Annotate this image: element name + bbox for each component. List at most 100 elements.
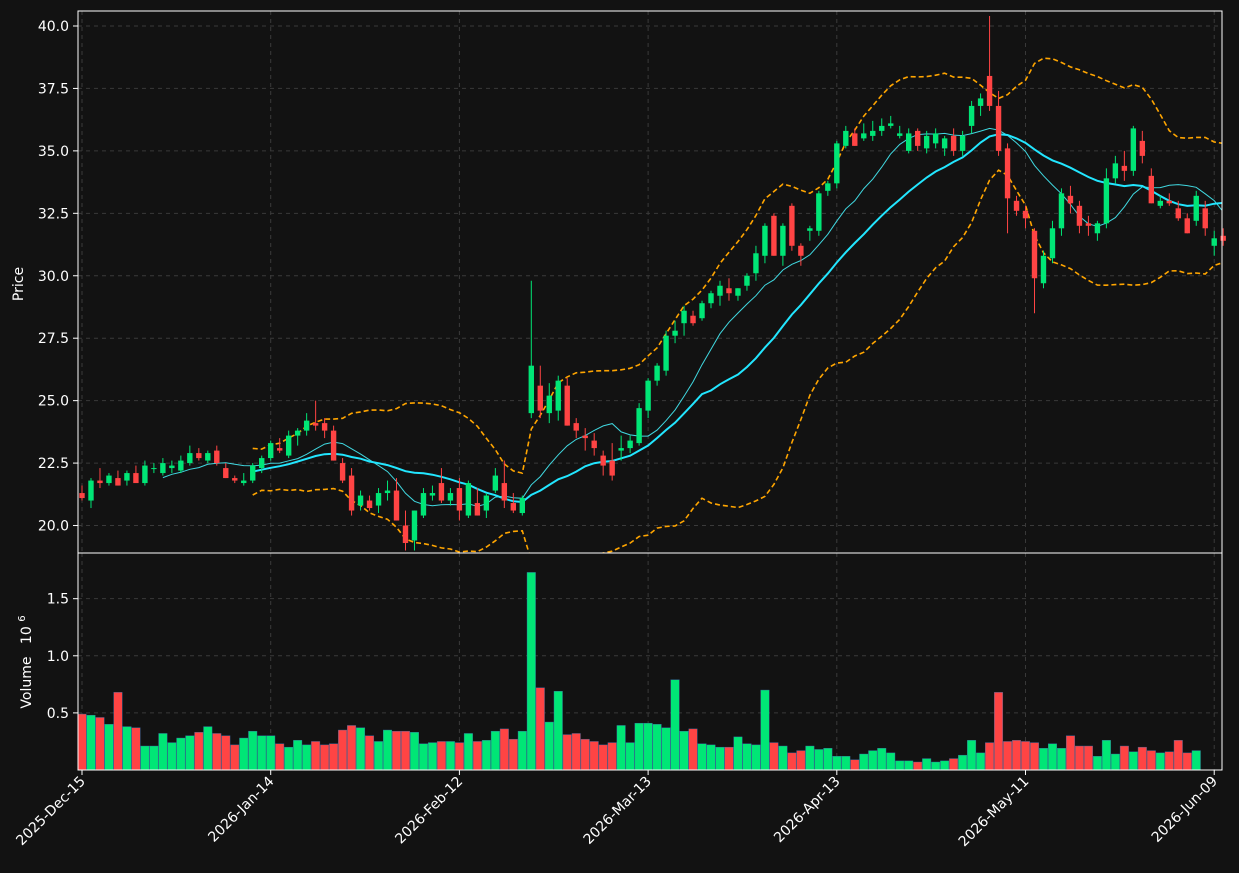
candle xyxy=(205,450,211,464)
volume-bar xyxy=(1030,742,1039,771)
volume-bar xyxy=(158,733,168,771)
candle xyxy=(276,438,283,454)
candle xyxy=(717,280,723,306)
price-tick-label: 27.5 xyxy=(38,331,69,347)
bollinger-upper-line xyxy=(252,57,1222,475)
candle-body xyxy=(1013,200,1020,211)
candle xyxy=(1022,205,1029,229)
candle-body xyxy=(178,460,184,471)
volume-bar xyxy=(1101,740,1111,771)
volume-y-ticks: 0.5 1.0 1.5 xyxy=(47,592,78,722)
candle xyxy=(294,428,301,446)
candle-body xyxy=(645,380,651,411)
candle xyxy=(1184,213,1190,234)
volume-bar xyxy=(787,752,797,771)
candle xyxy=(402,510,409,551)
candle-body xyxy=(1202,208,1208,229)
candle-body xyxy=(708,293,714,304)
volume-bar xyxy=(607,742,617,771)
volume-bar xyxy=(796,750,806,771)
volume-tick-label: 0.5 xyxy=(47,706,69,722)
candle xyxy=(726,278,732,301)
candle xyxy=(897,125,903,139)
volume-bar xyxy=(293,740,303,771)
volume-bar xyxy=(931,761,941,771)
volume-bar xyxy=(598,744,608,771)
candle xyxy=(250,463,256,484)
volume-bar xyxy=(481,740,491,771)
candle-body xyxy=(1085,223,1092,226)
candle xyxy=(429,485,436,501)
candle xyxy=(1031,228,1038,314)
candle-body xyxy=(115,478,121,486)
candle xyxy=(807,225,813,241)
volume-panel-frame xyxy=(77,552,1223,771)
candle-body xyxy=(187,453,193,464)
volume-bar xyxy=(841,756,851,771)
volume-bar xyxy=(580,738,590,771)
candle-body xyxy=(447,493,454,501)
price-tick-label: 22.5 xyxy=(38,456,69,472)
volume-bar xyxy=(1021,741,1030,771)
candle-body xyxy=(923,135,930,149)
candle xyxy=(888,115,894,129)
candle xyxy=(259,455,265,474)
candle xyxy=(923,130,930,154)
candle xyxy=(528,280,534,419)
candle-body xyxy=(438,483,445,501)
volume-bar xyxy=(1074,745,1084,771)
volume-bar xyxy=(733,736,743,771)
candle-body xyxy=(456,488,463,511)
volume-bar xyxy=(401,730,410,771)
volume-bar xyxy=(850,759,860,771)
volume-bar xyxy=(661,727,671,771)
candle xyxy=(106,473,112,486)
candle-body xyxy=(950,135,957,151)
candle xyxy=(1148,168,1155,204)
candle-body xyxy=(672,330,678,336)
candle xyxy=(1049,220,1056,264)
candle xyxy=(232,475,238,484)
candle-body xyxy=(241,480,247,484)
candle-body xyxy=(609,460,615,476)
volume-bar xyxy=(248,730,258,771)
candle-body xyxy=(276,448,283,451)
candle-body xyxy=(330,430,337,461)
candle-body xyxy=(1139,140,1146,156)
volume-bar xyxy=(643,722,653,771)
volume-bar xyxy=(535,687,545,771)
volume-bar xyxy=(311,741,321,771)
bollinger-bands xyxy=(252,57,1222,553)
candle-body xyxy=(753,253,759,274)
volume-bar xyxy=(374,741,384,771)
price-panel: 20.0 22.5 25.0 27.5 30.0 32.5 35.0 37.5 40.0 Pri… xyxy=(11,10,1226,554)
candle xyxy=(1094,220,1101,241)
candle xyxy=(546,383,552,424)
candle-body xyxy=(169,465,175,469)
candle xyxy=(88,478,94,509)
volume-bar xyxy=(724,746,734,771)
candle xyxy=(492,468,499,494)
candle xyxy=(456,478,463,521)
candle-body xyxy=(339,463,346,481)
volume-bar xyxy=(994,692,1004,771)
volume-bar xyxy=(976,752,986,771)
candle-body xyxy=(977,98,984,106)
candle-body xyxy=(906,133,912,151)
volume-bar xyxy=(1083,745,1093,771)
candle xyxy=(771,213,777,256)
candle-body xyxy=(897,133,903,136)
candle-body xyxy=(303,420,310,431)
candle xyxy=(645,378,651,419)
candle xyxy=(798,243,804,266)
candle-body xyxy=(600,455,606,466)
volume-bar xyxy=(113,692,123,771)
candles xyxy=(79,15,1226,551)
volume-bar xyxy=(436,741,446,771)
volume-bar xyxy=(517,730,527,771)
candle xyxy=(312,400,319,431)
candle xyxy=(1004,143,1011,234)
volume-bar xyxy=(239,737,249,771)
volume-bar xyxy=(329,743,339,771)
candle xyxy=(447,488,454,506)
